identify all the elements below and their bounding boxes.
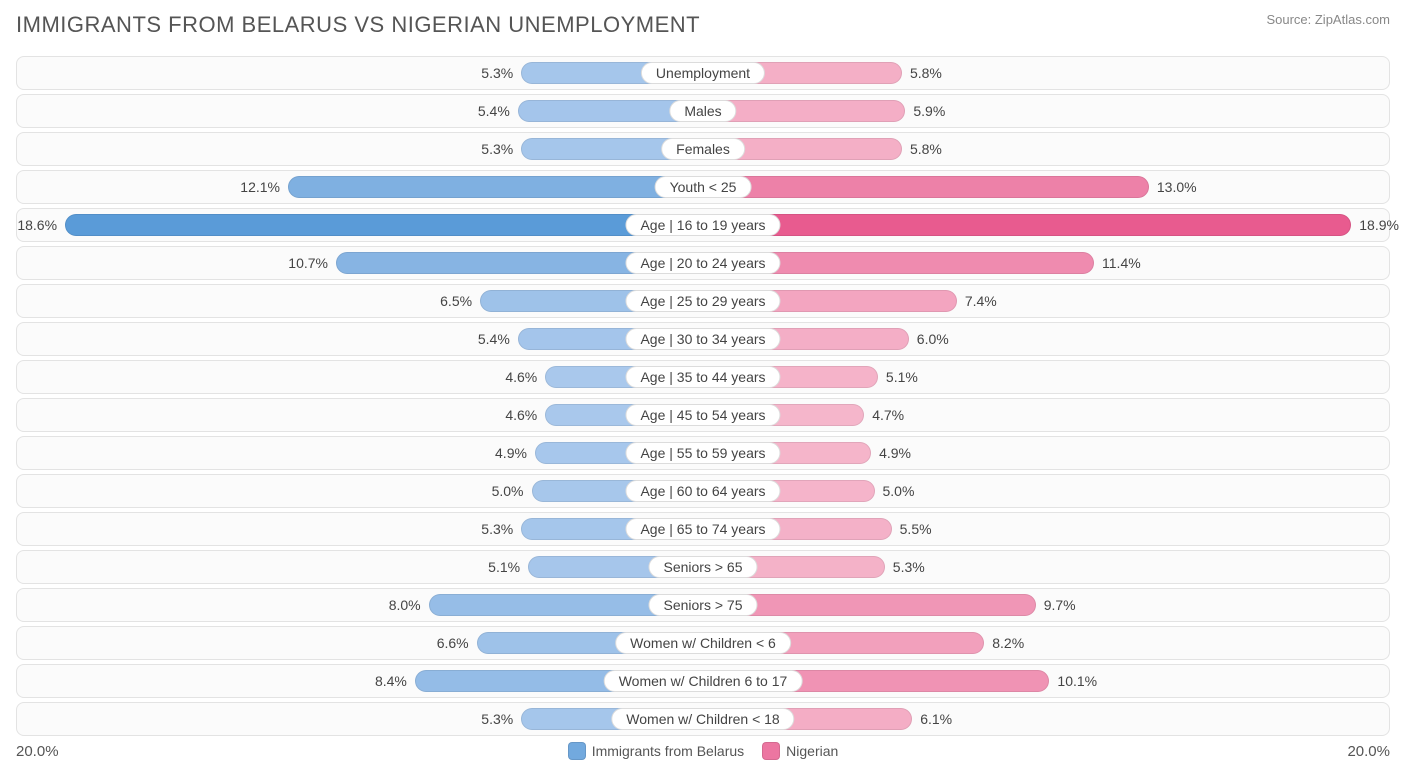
- category-pill: Males: [669, 100, 736, 122]
- bar-right-value: 5.0%: [883, 483, 915, 499]
- bar-left: [288, 176, 703, 198]
- bar-right: [703, 176, 1149, 198]
- legend-item-right: Nigerian: [762, 742, 838, 760]
- bar-right: [703, 214, 1351, 236]
- chart-row: 8.0% 9.7% Seniors > 75: [16, 588, 1390, 622]
- chart-row: 5.1% 5.3% Seniors > 65: [16, 550, 1390, 584]
- category-pill: Age | 60 to 64 years: [625, 480, 780, 502]
- source-label: Source: ZipAtlas.com: [1266, 12, 1390, 27]
- bar-right-value: 5.1%: [886, 369, 918, 385]
- category-pill: Youth < 25: [655, 176, 752, 198]
- bar-left-value: 10.7%: [288, 255, 328, 271]
- category-pill: Age | 25 to 29 years: [625, 290, 780, 312]
- bar-left-value: 5.3%: [481, 521, 513, 537]
- bar-left-value: 12.1%: [240, 179, 280, 195]
- bar-right-value: 18.9%: [1359, 217, 1399, 233]
- bar-left-value: 6.5%: [440, 293, 472, 309]
- category-pill: Age | 20 to 24 years: [625, 252, 780, 274]
- category-pill: Age | 45 to 54 years: [625, 404, 780, 426]
- bar-left-value: 5.3%: [481, 65, 513, 81]
- category-pill: Women w/ Children < 18: [611, 708, 794, 730]
- bar-right-value: 4.7%: [872, 407, 904, 423]
- bar-left-value: 5.1%: [488, 559, 520, 575]
- bar-right-value: 10.1%: [1057, 673, 1097, 689]
- legend-swatch-left: [568, 742, 586, 760]
- category-pill: Age | 16 to 19 years: [625, 214, 780, 236]
- category-pill: Age | 55 to 59 years: [625, 442, 780, 464]
- bar-right-value: 5.5%: [900, 521, 932, 537]
- bar-right-value: 8.2%: [992, 635, 1024, 651]
- bar-left-value: 4.9%: [495, 445, 527, 461]
- bar-right-value: 4.9%: [879, 445, 911, 461]
- category-pill: Females: [661, 138, 745, 160]
- bar-right-value: 5.3%: [893, 559, 925, 575]
- bar-right-value: 6.1%: [920, 711, 952, 727]
- bar-left-value: 8.0%: [389, 597, 421, 613]
- bar-left-value: 6.6%: [437, 635, 469, 651]
- bar-left: [65, 214, 703, 236]
- chart-row: 6.6% 8.2% Women w/ Children < 6: [16, 626, 1390, 660]
- category-pill: Age | 30 to 34 years: [625, 328, 780, 350]
- chart-row: 4.6% 4.7% Age | 45 to 54 years: [16, 398, 1390, 432]
- category-pill: Seniors > 65: [649, 556, 758, 578]
- chart-row: 5.4% 6.0% Age | 30 to 34 years: [16, 322, 1390, 356]
- chart-row: 10.7% 11.4% Age | 20 to 24 years: [16, 246, 1390, 280]
- bar-right-value: 13.0%: [1157, 179, 1197, 195]
- category-pill: Age | 65 to 74 years: [625, 518, 780, 540]
- chart-row: 4.6% 5.1% Age | 35 to 44 years: [16, 360, 1390, 394]
- category-pill: Women w/ Children < 6: [615, 632, 791, 654]
- chart-row: 5.3% 6.1% Women w/ Children < 18: [16, 702, 1390, 736]
- category-pill: Unemployment: [641, 62, 765, 84]
- bar-left-value: 4.6%: [505, 369, 537, 385]
- category-pill: Seniors > 75: [649, 594, 758, 616]
- bar-left-value: 5.3%: [481, 141, 513, 157]
- bar-left-value: 5.4%: [478, 103, 510, 119]
- legend-swatch-right: [762, 742, 780, 760]
- chart-row: 5.3% 5.8% Unemployment: [16, 56, 1390, 90]
- chart-row: 5.3% 5.8% Females: [16, 132, 1390, 166]
- bar-left-value: 18.6%: [17, 217, 57, 233]
- chart-row: 18.6%18.9%Age | 16 to 19 years: [16, 208, 1390, 242]
- bar-left-value: 5.4%: [478, 331, 510, 347]
- bar-left-value: 5.0%: [492, 483, 524, 499]
- bar-right-value: 6.0%: [917, 331, 949, 347]
- chart-row: 8.4% 10.1% Women w/ Children 6 to 17: [16, 664, 1390, 698]
- legend-item-left: Immigrants from Belarus: [568, 742, 744, 760]
- bar-right-value: 5.8%: [910, 65, 942, 81]
- legend: Immigrants from Belarus Nigerian: [568, 742, 839, 760]
- bar-right-value: 5.8%: [910, 141, 942, 157]
- category-pill: Age | 35 to 44 years: [625, 366, 780, 388]
- chart-row: 5.4% 5.9% Males: [16, 94, 1390, 128]
- bar-right-value: 5.9%: [913, 103, 945, 119]
- bar-left-value: 8.4%: [375, 673, 407, 689]
- chart-row: 4.9% 4.9% Age | 55 to 59 years: [16, 436, 1390, 470]
- chart-title: IMMIGRANTS FROM BELARUS VS NIGERIAN UNEM…: [16, 12, 700, 38]
- bar-left-value: 4.6%: [505, 407, 537, 423]
- chart-row: 5.3% 5.5% Age | 65 to 74 years: [16, 512, 1390, 546]
- diverging-bar-chart: 5.3% 5.8% Unemployment 5.4% 5.9% Males 5.3% 5.8…: [16, 56, 1390, 736]
- chart-row: 5.0% 5.0% Age | 60 to 64 years: [16, 474, 1390, 508]
- bar-right-value: 7.4%: [965, 293, 997, 309]
- bar-left-value: 5.3%: [481, 711, 513, 727]
- chart-row: 6.5% 7.4% Age | 25 to 29 years: [16, 284, 1390, 318]
- category-pill: Women w/ Children 6 to 17: [604, 670, 803, 692]
- chart-row: 12.1% 13.0% Youth < 25: [16, 170, 1390, 204]
- bar-right-value: 9.7%: [1044, 597, 1076, 613]
- bar-right-value: 11.4%: [1102, 255, 1141, 271]
